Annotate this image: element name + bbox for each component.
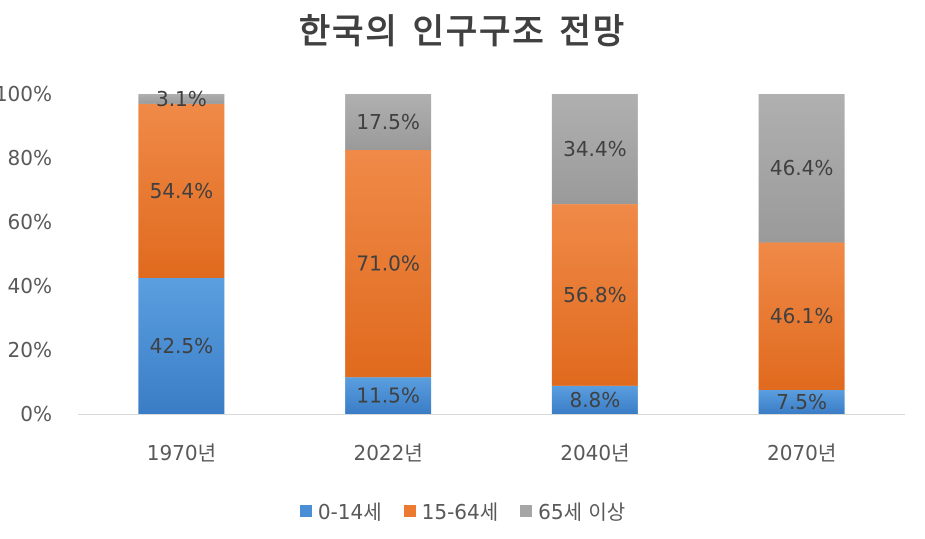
y-tick-label: 60% xyxy=(8,210,52,234)
y-tick-label: 40% xyxy=(8,274,52,298)
data-label: 3.1% xyxy=(156,87,207,111)
x-tick-label: 2070년 xyxy=(767,441,836,465)
bar-segment xyxy=(758,94,845,243)
data-label: 11.5% xyxy=(356,384,420,408)
data-label: 46.4% xyxy=(770,156,834,180)
bar-segment xyxy=(758,390,845,414)
legend-label: 0-14세 xyxy=(317,500,382,524)
legend-item: 15-64세 xyxy=(403,496,499,525)
legend-item: 65세 이상 xyxy=(520,496,625,525)
legend-swatch xyxy=(520,504,533,517)
y-tick-label: 80% xyxy=(8,146,52,170)
data-label: 7.5% xyxy=(776,390,827,414)
data-label: 46.1% xyxy=(770,304,834,328)
bar-segment xyxy=(551,385,638,414)
y-tick-label: 20% xyxy=(8,338,52,362)
bar-segment xyxy=(138,278,225,414)
x-tick-label: 2040년 xyxy=(560,441,629,465)
data-label: 17.5% xyxy=(356,110,420,134)
bar-segment xyxy=(758,242,845,390)
legend-label: 65세 이상 xyxy=(538,500,626,524)
bar-segment xyxy=(138,94,225,104)
data-label: 54.4% xyxy=(150,179,214,203)
y-tick-label: 0% xyxy=(20,402,52,426)
stacked-bar-chart: 0% 20% 40% 60% 80% 100% 42.5% 54.4% 3.1% 1970년 11.… xyxy=(0,82,905,465)
legend-item: 0-14세 xyxy=(299,496,382,525)
data-label: 56.8% xyxy=(563,283,627,307)
bar-segment xyxy=(138,103,225,278)
legend-swatch xyxy=(403,504,416,517)
x-tick-label: 2022년 xyxy=(353,441,422,465)
data-label: 8.8% xyxy=(569,388,620,412)
x-tick-label: 1970년 xyxy=(147,441,216,465)
y-tick-label: 100% xyxy=(0,82,52,106)
bar-segment xyxy=(345,377,432,414)
legend-label: 15-64세 xyxy=(421,500,499,524)
chart-legend: 0-14세 15-64세 65세 이상 xyxy=(0,496,925,525)
bar-segment xyxy=(551,204,638,386)
data-label: 42.5% xyxy=(150,334,214,358)
chart-title: 한국의 인구구조 전망 xyxy=(298,12,627,52)
data-label: 34.4% xyxy=(563,137,627,161)
bar-segment xyxy=(345,94,432,150)
data-label: 71.0% xyxy=(356,252,420,276)
legend-swatch xyxy=(299,504,312,517)
bar-segment xyxy=(345,150,432,378)
bar-segment xyxy=(551,94,638,205)
